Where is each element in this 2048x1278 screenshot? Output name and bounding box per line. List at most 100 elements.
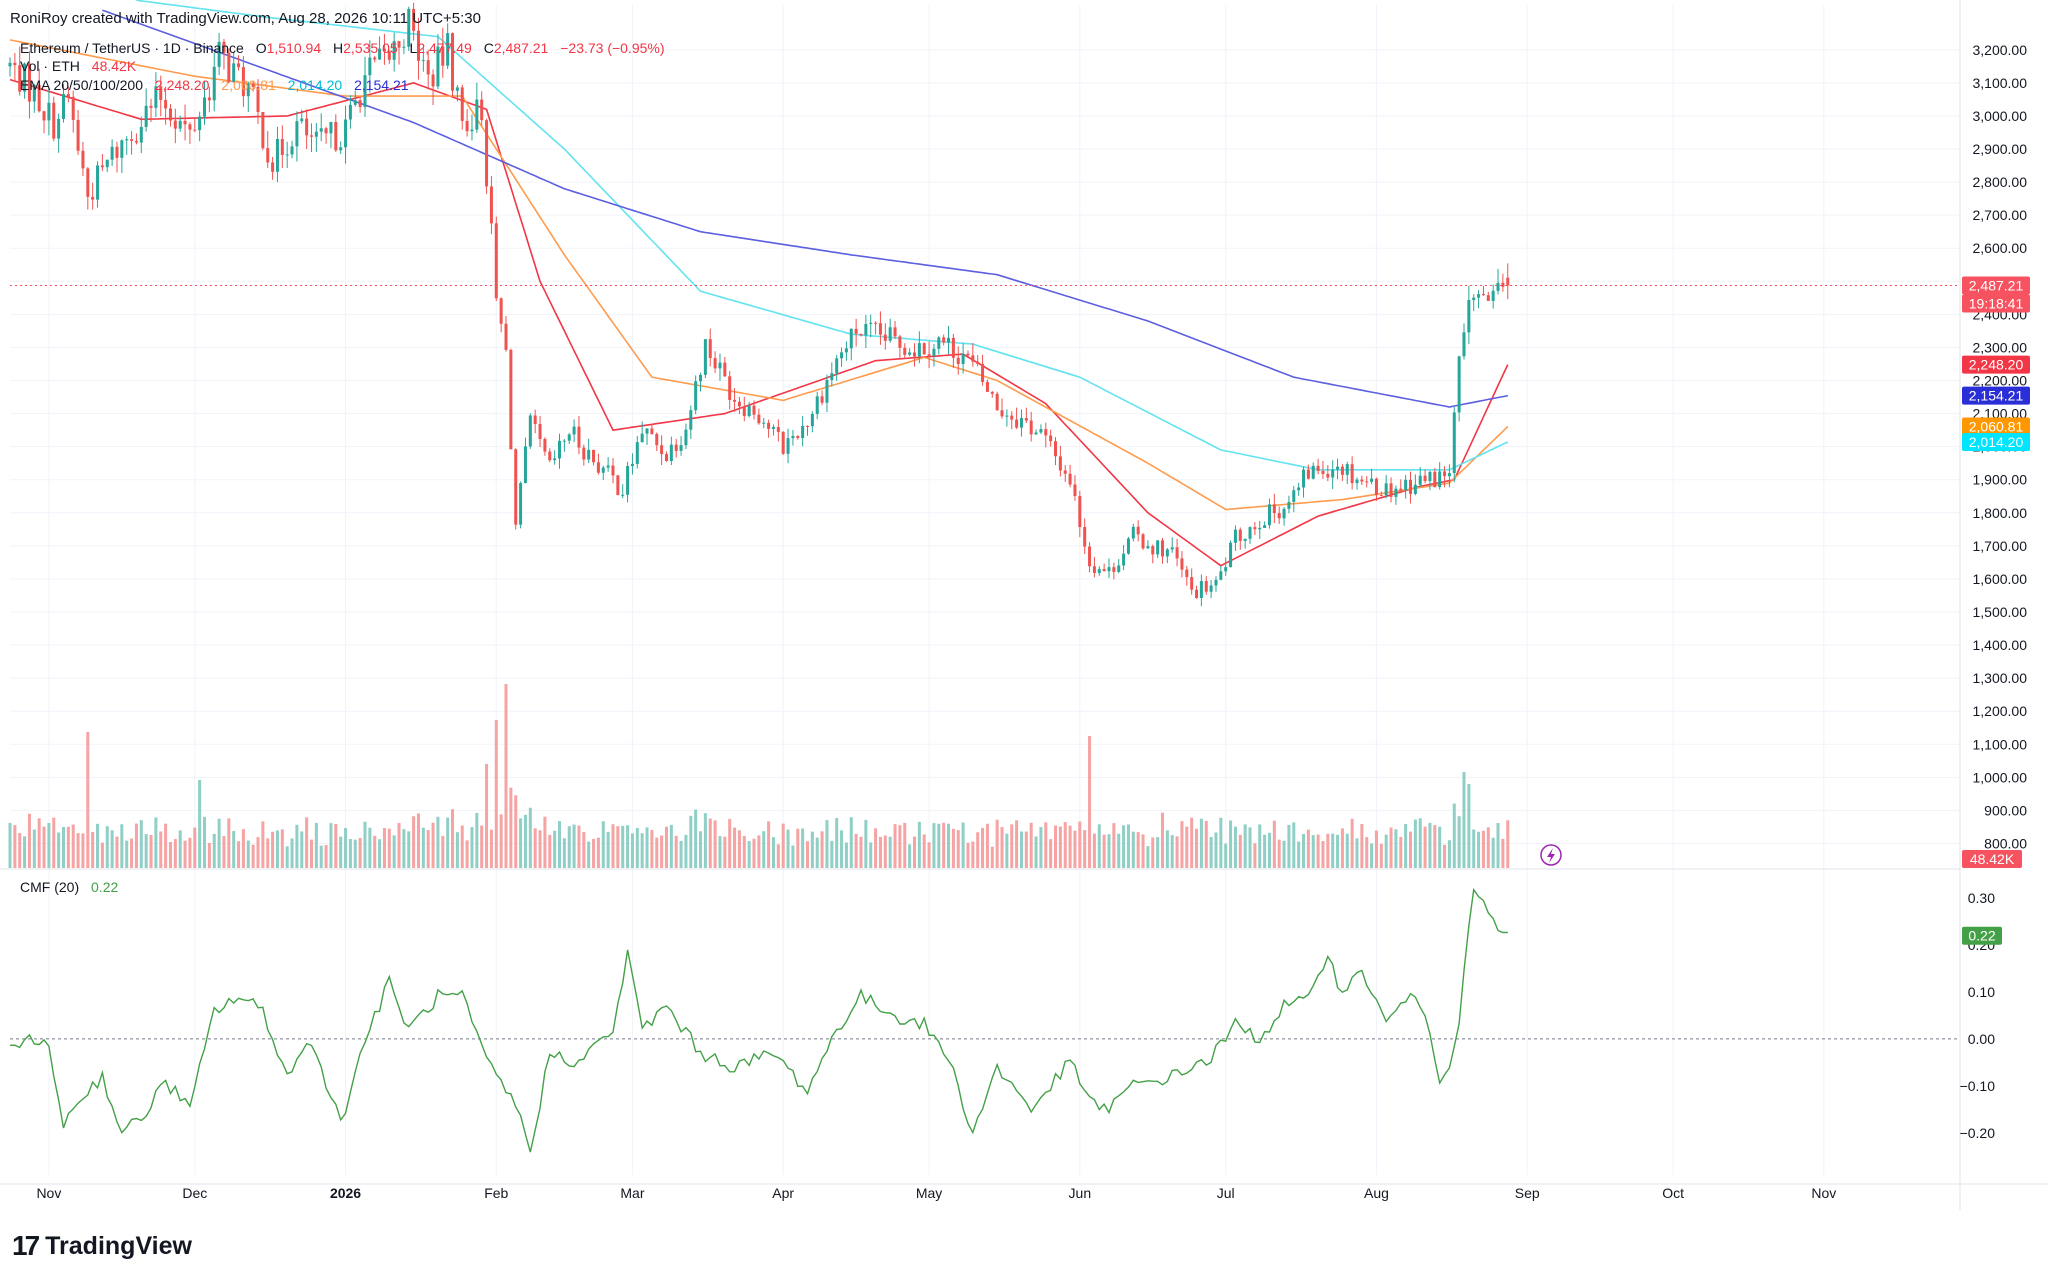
candle bbox=[655, 432, 659, 451]
volume-bar bbox=[130, 838, 134, 868]
candle bbox=[1029, 411, 1033, 442]
candle-body bbox=[1204, 581, 1208, 592]
volume-bar bbox=[849, 817, 853, 868]
volume-bar bbox=[407, 831, 411, 868]
candle bbox=[232, 52, 236, 83]
candle bbox=[1233, 525, 1237, 552]
candle-body bbox=[626, 466, 630, 495]
candle-body bbox=[650, 428, 654, 434]
time-tick-label: Nov bbox=[1811, 1185, 1836, 1201]
tradingview-logo[interactable]: 17 TradingView bbox=[12, 1230, 192, 1262]
candle-body bbox=[509, 349, 513, 450]
candle bbox=[771, 424, 775, 436]
ema50-line bbox=[9, 39, 1509, 511]
volume-bar bbox=[898, 825, 902, 868]
candle bbox=[42, 110, 46, 134]
volume-bar bbox=[1019, 831, 1023, 868]
candle bbox=[878, 311, 882, 345]
volume-bar bbox=[961, 822, 965, 868]
volume-bar bbox=[820, 831, 824, 868]
candle bbox=[256, 79, 260, 125]
candle bbox=[203, 80, 207, 125]
volume-bar bbox=[747, 841, 751, 868]
candle-body bbox=[1447, 473, 1451, 477]
volume-badge-bg bbox=[1962, 850, 2022, 868]
candle-body bbox=[713, 358, 717, 369]
candle bbox=[849, 328, 853, 361]
volume-bar bbox=[489, 829, 493, 868]
cmf-legend[interactable]: CMF (20) 0.22 bbox=[20, 879, 126, 895]
volume-bar bbox=[805, 841, 810, 868]
candle-body bbox=[1141, 534, 1145, 549]
candle-body bbox=[37, 84, 41, 112]
candlestick-series bbox=[8, 2, 1510, 607]
ema20-value: 2,248.20 bbox=[154, 77, 210, 93]
candle bbox=[543, 437, 547, 456]
volume-bar bbox=[567, 826, 571, 868]
candle-body bbox=[849, 328, 853, 349]
candle-body bbox=[387, 51, 391, 60]
candle-body bbox=[1195, 589, 1199, 598]
price-tick-label: 1,400.00 bbox=[1973, 637, 2028, 653]
volume-bar bbox=[757, 835, 761, 868]
candle-body bbox=[1350, 464, 1354, 484]
candle-body bbox=[1404, 479, 1408, 491]
candle bbox=[859, 333, 863, 337]
volume-bar bbox=[956, 830, 960, 868]
candle bbox=[947, 326, 951, 355]
candle-body bbox=[8, 62, 12, 67]
candle-body bbox=[1491, 290, 1495, 301]
volume-bar bbox=[708, 818, 712, 868]
ema100-badge-bg bbox=[1962, 432, 2030, 451]
candle bbox=[1428, 470, 1432, 491]
price-tick-label: 1,000.00 bbox=[1973, 769, 2028, 785]
candle bbox=[144, 88, 148, 132]
volume-bar bbox=[1340, 828, 1344, 868]
volume-bar bbox=[1462, 772, 1466, 868]
candle-body bbox=[198, 116, 202, 131]
volume-legend[interactable]: Vol · ETH 48.42K bbox=[20, 58, 144, 74]
ema20-badge-bg bbox=[1962, 355, 2030, 374]
candle bbox=[1190, 568, 1194, 595]
candle-body bbox=[266, 148, 270, 163]
candle bbox=[460, 84, 464, 130]
candle bbox=[1370, 468, 1374, 485]
volume-bar bbox=[1481, 830, 1485, 868]
volume-bar bbox=[548, 834, 552, 868]
candle bbox=[134, 133, 138, 145]
lightning-icon bbox=[1540, 844, 1562, 866]
ema-legend[interactable]: EMA 20/50/100/200 2,248.20 2,060.81 2,01… bbox=[20, 77, 417, 93]
candle-body bbox=[353, 100, 357, 105]
candle bbox=[606, 457, 610, 472]
volume-bar bbox=[470, 827, 474, 868]
candle bbox=[835, 354, 839, 381]
candle-body bbox=[1297, 487, 1301, 491]
candle-body bbox=[193, 129, 197, 131]
symbol-legend[interactable]: Ethereum / TetherUS · 1D · Binance O1,51… bbox=[20, 40, 673, 56]
candle-body bbox=[344, 119, 348, 148]
candle bbox=[368, 40, 372, 93]
candle-body bbox=[596, 462, 600, 473]
candle-body bbox=[694, 381, 698, 411]
candle-body bbox=[1156, 540, 1160, 555]
candle bbox=[504, 316, 508, 352]
volume-bar bbox=[815, 837, 819, 868]
price-tick-label: 3,100.00 bbox=[1973, 75, 2028, 91]
volume-bar bbox=[32, 829, 36, 868]
volume-bar bbox=[908, 844, 912, 868]
volume-bar bbox=[314, 822, 318, 868]
volume-bar bbox=[178, 830, 182, 868]
volume-bar bbox=[840, 830, 844, 868]
candle-body bbox=[669, 444, 673, 461]
candle bbox=[1447, 464, 1451, 488]
candle-body bbox=[757, 414, 761, 424]
volume-bar bbox=[1097, 824, 1101, 868]
candle-body bbox=[660, 445, 664, 455]
volume-bar bbox=[1365, 837, 1369, 868]
volume-bar bbox=[256, 837, 260, 868]
candle bbox=[387, 50, 391, 64]
candle-body bbox=[227, 52, 231, 83]
candle-body bbox=[18, 65, 22, 92]
candle bbox=[120, 139, 124, 174]
